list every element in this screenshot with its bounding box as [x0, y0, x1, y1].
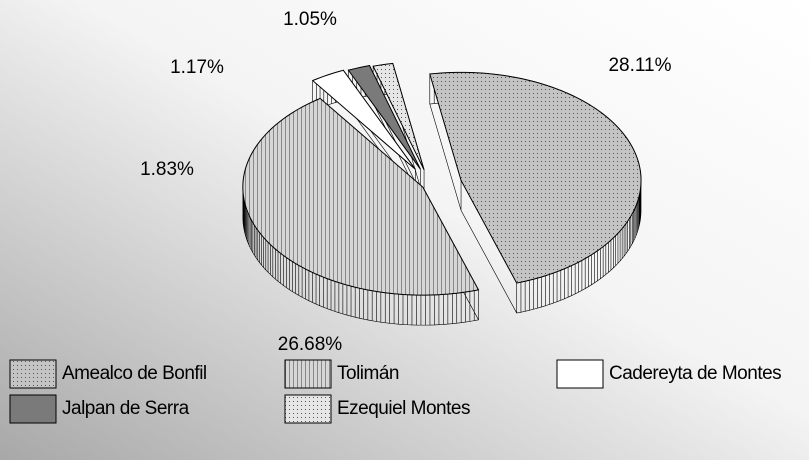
legend-label: Tolimán [337, 363, 399, 384]
data-label: 28.11% [608, 55, 671, 76]
slice [311, 69, 416, 170]
legend-label: Cadereyta de Montes [609, 363, 781, 384]
data-label: 1.17% [170, 57, 224, 78]
legend-swatch [556, 359, 604, 389]
data-label: 1.83% [140, 159, 194, 180]
legend-label: Ezequiel Montes [337, 398, 470, 419]
legend-swatch [9, 394, 57, 424]
data-label: 1.05% [283, 9, 337, 30]
legend-label: Jalpan de Serra [62, 398, 190, 419]
slice [372, 62, 425, 171]
legend-label: Amealco de Bonfil [62, 363, 207, 384]
slice [242, 97, 480, 296]
slice [429, 71, 642, 284]
legend-swatch [284, 394, 332, 424]
legend-swatch [284, 359, 332, 389]
legend-swatch [9, 359, 57, 389]
slice [347, 65, 421, 170]
data-label: 26.68% [278, 334, 343, 355]
